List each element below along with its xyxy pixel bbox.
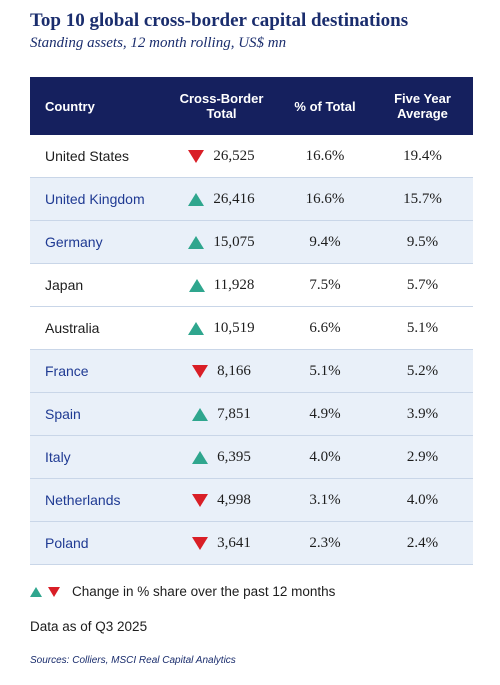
country-cell: Spain <box>45 406 81 422</box>
total-cell: 15,075 <box>165 234 278 251</box>
total-cell: 6,395 <box>165 449 278 466</box>
total-cell: 26,525 <box>165 148 278 165</box>
table-row: Germany 15,075 9.4% 9.5% <box>30 221 473 264</box>
legend: Change in % share over the past 12 month… <box>30 584 335 599</box>
avg-cell: 5.1% <box>406 319 439 336</box>
avg-cell: 2.9% <box>406 448 439 465</box>
up-arrow-icon <box>192 450 209 464</box>
avg-cell: 3.9% <box>406 405 439 422</box>
country-cell: France <box>45 363 89 379</box>
table-row: Italy 6,395 4.0% 2.9% <box>30 436 473 479</box>
header-pct: % of Total <box>294 98 356 114</box>
total-cell: 3,641 <box>165 535 278 552</box>
pct-cell: 9.4% <box>309 233 341 250</box>
total-cell: 26,416 <box>165 191 278 208</box>
pct-cell: 16.6% <box>305 147 345 164</box>
table-row: France 8,166 5.1% 5.2% <box>30 350 473 393</box>
up-arrow-icon <box>30 586 42 597</box>
up-arrow-icon <box>188 235 205 249</box>
total-cell: 8,166 <box>165 363 278 380</box>
total-cell: 11,928 <box>165 277 278 294</box>
chart-title: Top 10 global cross-border capital desti… <box>30 10 409 31</box>
country-cell: Netherlands <box>45 492 121 508</box>
total-value: 4,998 <box>217 491 251 508</box>
pct-cell: 7.5% <box>309 276 341 293</box>
total-value: 15,075 <box>213 233 255 250</box>
down-arrow-icon <box>48 586 60 597</box>
total-cell: 7,851 <box>165 406 278 423</box>
down-arrow-icon <box>192 493 209 507</box>
up-arrow-icon <box>188 278 205 292</box>
country-cell: United Kingdom <box>45 191 145 207</box>
table-row: Spain 7,851 4.9% 3.9% <box>30 393 473 436</box>
down-arrow-icon <box>192 364 209 378</box>
pct-cell: 4.0% <box>309 448 341 465</box>
table-row: Netherlands 4,998 3.1% 4.0% <box>30 479 473 522</box>
total-value: 26,416 <box>213 190 255 207</box>
pct-cell: 6.6% <box>309 319 341 336</box>
pct-cell: 4.9% <box>309 405 341 422</box>
pct-cell: 5.1% <box>309 362 341 379</box>
country-cell: Japan <box>45 277 84 293</box>
down-arrow-icon <box>192 536 209 550</box>
down-arrow-icon <box>188 149 205 163</box>
table-header: Country Cross-Border Total % of Total Fiv… <box>30 77 473 135</box>
country-cell: Germany <box>45 234 103 250</box>
total-cell: 10,519 <box>165 320 278 337</box>
chart-subtitle: Standing assets, 12 month rolling, US$ m… <box>30 35 287 51</box>
data-as-of: Data as of Q3 2025 <box>30 619 148 634</box>
avg-cell: 19.4% <box>403 147 442 164</box>
country-cell: United States <box>45 148 130 164</box>
header-country: Country <box>45 98 95 114</box>
avg-cell: 9.5% <box>406 233 439 250</box>
total-value: 11,928 <box>213 276 255 293</box>
table-row: Japan 11,928 7.5% 5.7% <box>30 264 473 307</box>
table-row: Australia 10,519 6.6% 5.1% <box>30 307 473 350</box>
country-cell: Italy <box>45 449 71 465</box>
sources-note: Sources: Colliers, MSCI Real Capital Ana… <box>30 655 236 666</box>
total-value: 6,395 <box>217 448 251 465</box>
total-value: 8,166 <box>217 362 251 379</box>
avg-cell: 5.2% <box>406 362 439 379</box>
up-arrow-icon <box>192 407 209 421</box>
avg-cell: 2.4% <box>406 534 439 551</box>
table-row: United States 26,525 16.6% 19.4% <box>30 135 473 178</box>
total-value: 3,641 <box>217 534 251 551</box>
country-cell: Poland <box>45 535 89 551</box>
country-cell: Australia <box>45 320 100 336</box>
pct-cell: 3.1% <box>309 491 341 508</box>
avg-cell: 15.7% <box>403 190 442 207</box>
pct-cell: 2.3% <box>309 534 341 551</box>
total-value: 7,851 <box>217 405 251 422</box>
total-cell: 4,998 <box>165 492 278 509</box>
total-value: 26,525 <box>213 147 255 164</box>
pct-cell: 16.6% <box>305 190 345 207</box>
header-total: Cross-Border Total <box>179 91 264 121</box>
data-table: Country Cross-Border Total % of Total Fiv… <box>30 77 473 565</box>
table-row: Poland 3,641 2.3% 2.4% <box>30 522 473 565</box>
up-arrow-icon <box>188 321 205 335</box>
table-body: United States 26,525 16.6% 19.4% United King… <box>30 135 473 565</box>
legend-text: Change in % share over the past 12 month… <box>72 584 336 599</box>
up-arrow-icon <box>188 192 205 206</box>
header-avg: Five Year Average <box>394 91 451 121</box>
total-value: 10,519 <box>213 319 255 336</box>
avg-cell: 5.7% <box>406 276 439 293</box>
table-row: United Kingdom 26,416 16.6% 15.7% <box>30 178 473 221</box>
avg-cell: 4.0% <box>406 491 439 508</box>
